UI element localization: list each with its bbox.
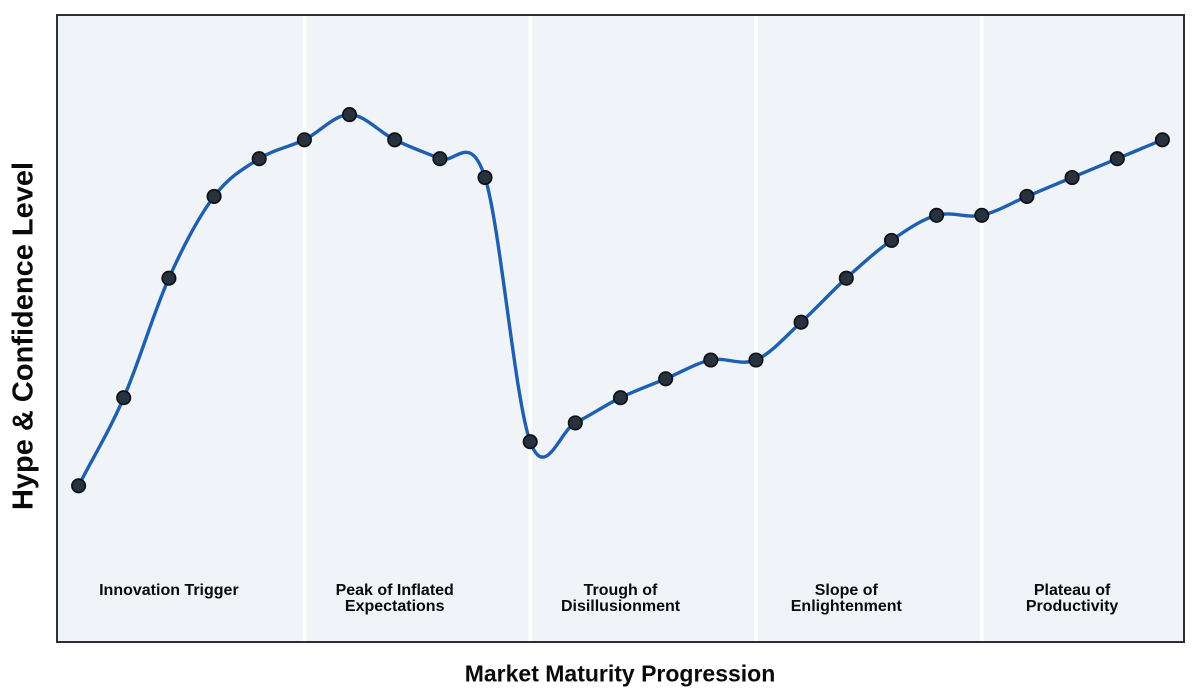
phase-label-line: Plateau of (1033, 582, 1111, 600)
data-point-marker (1154, 132, 1170, 148)
data-point-marker (974, 207, 990, 223)
phase-label-line: Peak of Inflated (335, 582, 454, 600)
phase-label: Innovation Trigger (99, 583, 239, 599)
plot-area: Innovation Trigger Peak of Inflated Expect… (56, 14, 1185, 643)
phase-label-line: Disillusionment (560, 598, 681, 616)
data-point-marker (883, 232, 900, 248)
hype-cycle-chart (56, 14, 1185, 643)
data-point-marker (522, 434, 538, 450)
phase-label-line: Trough of (583, 582, 658, 600)
phase-label: Peak of Inflated Expectations (336, 583, 454, 615)
data-point-marker (1019, 188, 1035, 204)
data-point-marker (206, 188, 222, 204)
phase-label: Plateau of Productivity (1026, 583, 1118, 615)
phase-label-line: Expectations (344, 598, 445, 616)
data-point-marker (567, 415, 583, 431)
data-point-marker (748, 352, 764, 368)
data-point-marker (116, 390, 132, 406)
data-point-marker (1109, 151, 1125, 167)
y-axis-label: Hype & Confidence Level (7, 161, 40, 511)
x-axis-label: Market Maturity Progression (464, 660, 776, 687)
data-point-marker (838, 270, 854, 286)
data-point-marker (71, 478, 87, 494)
data-point-marker (161, 270, 177, 286)
data-point-marker (432, 151, 448, 167)
data-point-marker (929, 207, 945, 223)
data-point-marker (296, 132, 312, 148)
data-point-marker (703, 352, 719, 368)
data-point-marker (477, 169, 493, 186)
data-point-marker (793, 314, 809, 330)
data-point-marker (612, 390, 629, 406)
data-point-marker (341, 107, 358, 123)
data-point-marker (658, 371, 674, 387)
phase-label-line: Productivity (1025, 598, 1119, 616)
data-point-marker (387, 132, 403, 148)
phase-label: Slope of Enlightenment (791, 583, 902, 615)
phase-label-line: Slope of (814, 582, 878, 600)
data-point-marker (1064, 169, 1080, 186)
hype-curve (76, 112, 1165, 488)
data-point-marker (251, 151, 267, 167)
phase-label-line: Enlightenment (790, 598, 902, 616)
phase-label: Trough of Disillusionment (561, 583, 680, 615)
phase-label-line: Innovation Trigger (99, 582, 239, 600)
plot-frame (56, 14, 1185, 643)
